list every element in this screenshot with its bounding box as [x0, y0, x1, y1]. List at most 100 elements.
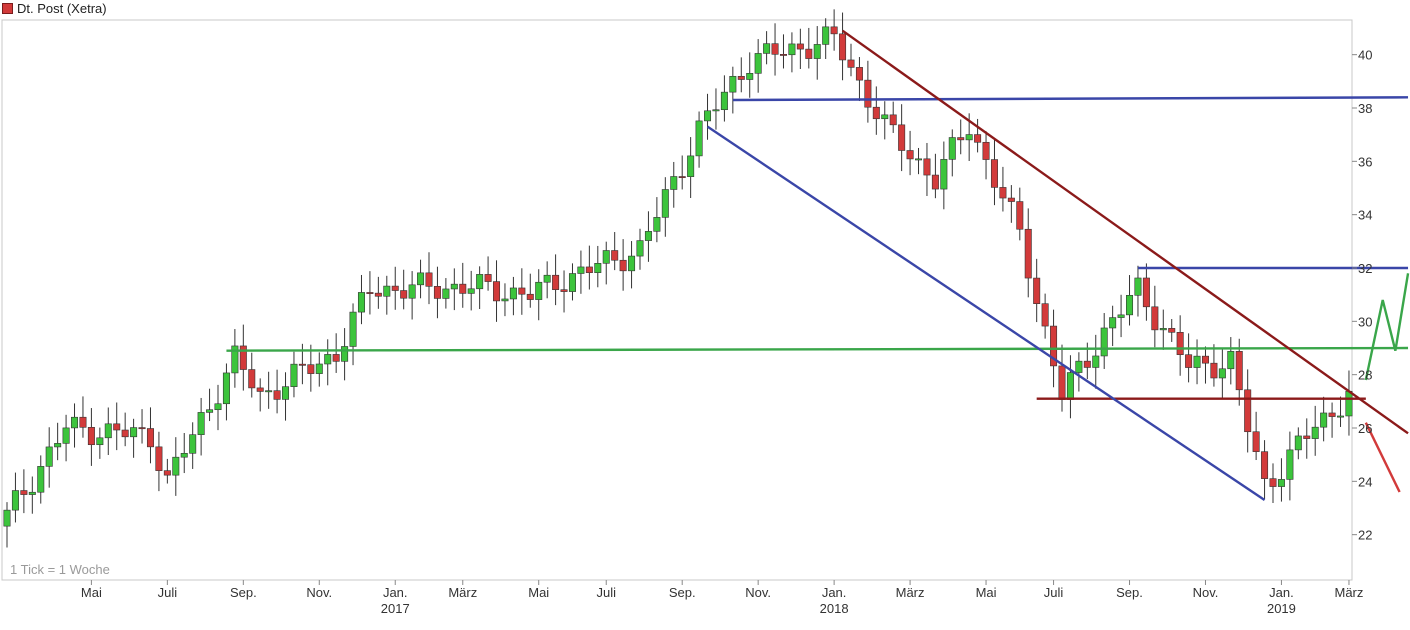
candle-body [1261, 451, 1269, 479]
candle-body [501, 298, 509, 302]
tick-interval-note: 1 Tick = 1 Woche [10, 562, 110, 577]
trendlines-group [226, 29, 1410, 501]
candle-body [307, 364, 315, 374]
candle-body [45, 446, 53, 467]
candle-body [923, 158, 931, 176]
candle-body [1016, 201, 1024, 230]
candle-body [915, 158, 923, 161]
candle-body [1168, 328, 1176, 333]
candle-body [552, 274, 560, 290]
candle-body [687, 155, 695, 177]
candle-body [459, 283, 467, 294]
candle-body [729, 75, 737, 93]
candle-body [1092, 355, 1100, 368]
candle-body [1252, 431, 1260, 452]
candle-body [1142, 277, 1150, 308]
candle-body [999, 187, 1007, 199]
x-tick-label: Juli [596, 585, 616, 600]
candle-body [898, 124, 906, 151]
candle-body [256, 387, 264, 392]
candle-body [1109, 317, 1117, 329]
candle-body [1337, 415, 1345, 418]
x-tick-label: Nov. [1193, 585, 1219, 600]
y-tick-label: 24 [1358, 474, 1372, 489]
y-axis: 22 24 26 28 30 32 34 36 38 40 [1352, 48, 1372, 543]
candle-body [1033, 277, 1041, 304]
candle-body [653, 217, 661, 232]
candle-body [585, 266, 593, 273]
candle-body [239, 345, 247, 370]
scenario-arrow-bullish-scenario [1364, 273, 1410, 381]
candle-body [197, 412, 205, 435]
candle-body [805, 48, 813, 59]
candle-body [568, 273, 576, 292]
candle-body [940, 159, 948, 190]
candle-body [543, 274, 551, 283]
trendline-downtrend-channel-lower [706, 125, 1266, 501]
candle-body [1286, 449, 1294, 480]
candle-body [839, 33, 847, 61]
x-year-label: 2018 [820, 601, 849, 616]
candle-body [881, 114, 889, 120]
candle-body [349, 311, 357, 347]
x-tick-label: März [448, 585, 477, 600]
candle-body [1201, 355, 1209, 364]
candle-body [189, 434, 197, 454]
x-year-label: 2017 [381, 601, 410, 616]
candle-body [636, 240, 644, 257]
candle-body [450, 283, 458, 290]
candle-body [535, 281, 543, 300]
candle-body [872, 106, 880, 120]
candle-body [644, 231, 652, 241]
candle-body [1320, 412, 1328, 428]
candle-body [341, 346, 349, 362]
candle-body [163, 470, 171, 476]
candle-body [864, 79, 872, 108]
candle-body [577, 266, 585, 274]
candle-body [425, 272, 433, 287]
candle-body [273, 390, 281, 400]
x-tick-label: März [896, 585, 925, 600]
candle-body [1345, 390, 1353, 417]
candle-body [467, 288, 475, 294]
candle-body [71, 416, 79, 429]
x-tick-label: Nov. [745, 585, 771, 600]
candle-body [155, 446, 163, 471]
candle-body [265, 390, 273, 393]
candle-body [526, 293, 534, 300]
candle-body [1066, 372, 1074, 400]
candle-body [493, 281, 501, 302]
candle-body [87, 427, 95, 446]
candle-body [62, 427, 70, 444]
candle-body [594, 263, 602, 273]
legend: Dt. Post (Xetra) [2, 1, 107, 16]
candle-body [1176, 332, 1184, 355]
candle-body [484, 274, 492, 282]
candle-body [720, 91, 728, 111]
x-tick-label: Sep. [230, 585, 257, 600]
candle-body [1193, 355, 1201, 368]
candle-body [628, 255, 636, 272]
candle-body [1117, 314, 1125, 318]
candle-body [383, 285, 391, 297]
candle-body [847, 59, 855, 68]
candle-body [1100, 327, 1108, 357]
candle-body [830, 26, 838, 35]
candle-body [214, 403, 222, 411]
candle-body [1269, 478, 1277, 487]
candle-body [704, 110, 712, 122]
y-tick-label: 30 [1358, 314, 1372, 329]
candle-body [96, 437, 104, 446]
candles-group [3, 9, 1353, 548]
candle-body [1041, 303, 1049, 327]
candle-body [763, 43, 771, 54]
candle-body [1227, 351, 1235, 370]
trendline-downtrend-channel-upper [841, 29, 1409, 435]
trendline-support-horizontal-28.9 [226, 346, 1409, 352]
candle-body [1024, 228, 1032, 279]
candle-body [324, 354, 332, 365]
candle-body [1210, 362, 1218, 379]
candle-body [298, 363, 306, 366]
